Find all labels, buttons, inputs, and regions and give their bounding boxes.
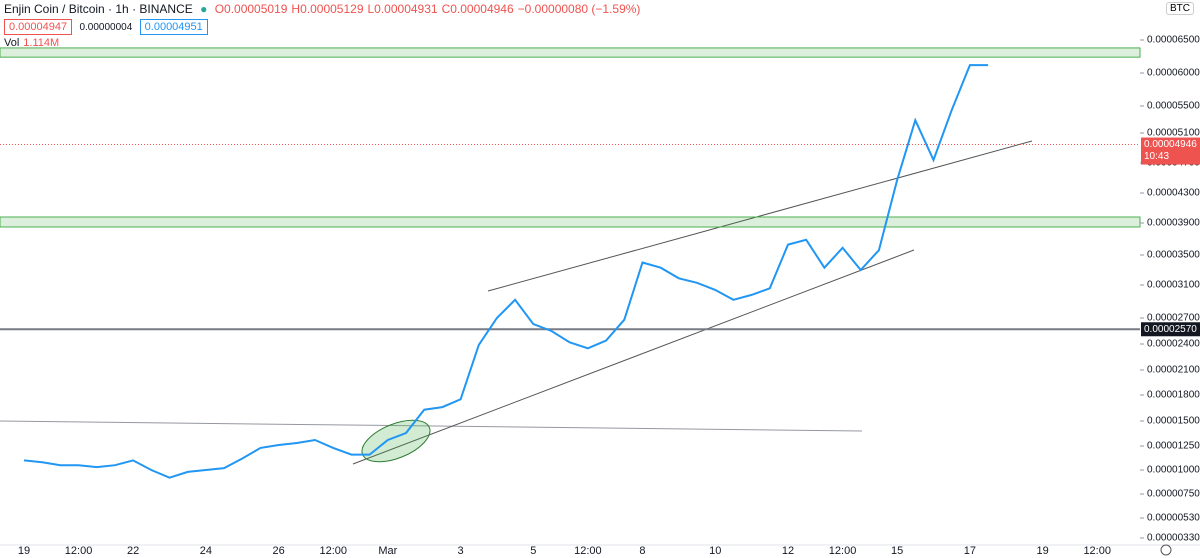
y-tick-label: 0.00001500 [1147,416,1200,427]
price-label-bg [1141,137,1200,165]
open: O0.00005019 [214,2,288,16]
x-tick-label: 19 [18,545,30,557]
x-tick-label: 15 [891,545,903,557]
vol-value: 1.114M [23,37,60,49]
x-tick-label: 5 [530,545,536,557]
y-tick-label: 0.00001800 [1147,390,1200,401]
header: Enjin Coin / Bitcoin · 1h · BINANCE ● O0… [4,2,644,49]
x-tick-label: 8 [639,545,645,557]
y-tick-label: 0.00003100 [1147,280,1200,291]
x-tick-label: 24 [200,545,212,557]
y-tick-label: 0.00006000 [1147,68,1200,79]
bid-button[interactable]: 0.00004947 [4,19,73,35]
trend-line [487,140,1033,292]
high: H0.00005129 [291,2,364,16]
x-tick-label: 12:00 [319,545,347,557]
y-tick-label: 0.00000330 [1147,533,1200,544]
x-tick-label: 12:00 [829,545,857,557]
price-line-series [23,64,989,479]
x-tick-label: 10 [709,545,721,557]
y-tick-label: 0.00003900 [1147,218,1200,229]
y-tick-label: 0.00002700 [1147,313,1200,324]
ask-button[interactable]: 0.00004951 [139,19,208,35]
x-tick-label: 12 [782,545,794,557]
x-tick-label: 12:00 [65,545,93,557]
y-tick-label: 0.00005500 [1147,101,1200,112]
countdown: 10:43 [1144,151,1169,162]
y-tick-label: 0.00002100 [1147,365,1200,376]
symbol: Enjin Coin / Bitcoin · 1h · BINANCE [4,2,193,16]
y-tick-label: 0.00003500 [1147,250,1200,261]
price-label: 0.00004946 [1144,139,1197,150]
zone [0,47,1141,58]
y-tick-label: 0.00001250 [1147,441,1200,452]
x-tick-label: Mar [378,545,397,557]
y-tick-label: 0.00002400 [1147,339,1200,350]
trend-line [352,249,915,465]
y-tick-label: 0.00006500 [1147,35,1200,46]
trend-line [0,420,863,432]
y-tick-label: 0.00004300 [1147,188,1200,199]
y-tick-label: 0.00000530 [1147,513,1200,524]
currency: BTC [1166,2,1194,15]
x-tick-label: 3 [457,545,463,557]
x-tick-label: 19 [1037,545,1049,557]
level-label: 0.00002570 [1144,324,1197,335]
y-tick-label: 0.00000750 [1147,489,1200,500]
spread: 0.00000004 [79,22,133,33]
x-tick-label: 12:00 [574,545,602,557]
dot: ● [200,2,208,16]
close: C0.00004946 [441,2,514,16]
x-tick-label: 26 [273,545,285,557]
x-tick-label: 22 [127,545,139,557]
level-label-bg [1141,322,1200,337]
x-tick-label: 12:00 [1083,545,1111,557]
x-tick-label: 17 [964,545,976,557]
highlight-ellipse [361,419,431,463]
zone [0,216,1141,228]
low: L0.00004931 [367,2,438,16]
y-tick-label: 0.00005100 [1147,128,1200,139]
settings-icon[interactable] [1160,544,1172,556]
vol-label: Vol [4,37,20,49]
y-tick-label: 0.00001000 [1147,465,1200,476]
change: −0.00000080 (−1.59%) [517,2,641,16]
